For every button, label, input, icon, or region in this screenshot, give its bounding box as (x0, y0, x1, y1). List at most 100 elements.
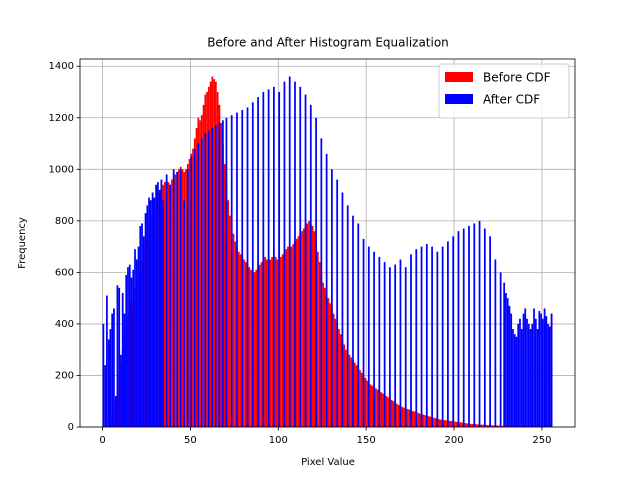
bar (396, 404, 398, 427)
bar (349, 355, 351, 427)
bar (226, 118, 228, 427)
bar (240, 254, 242, 427)
bar (352, 216, 354, 427)
bar (134, 249, 136, 427)
bar (289, 77, 291, 427)
bar (433, 418, 435, 427)
legend-label: After CDF (483, 93, 540, 107)
bar (512, 329, 514, 427)
bar (393, 401, 395, 427)
bar (108, 339, 110, 427)
bar (291, 247, 293, 427)
bar (401, 407, 403, 427)
bar (254, 272, 256, 427)
bar (262, 92, 264, 427)
bar (217, 92, 219, 427)
y-tick-label: 400 (55, 319, 74, 330)
bar (180, 169, 182, 427)
bar (187, 169, 189, 427)
bar (456, 422, 458, 427)
bar (298, 236, 300, 427)
bar (494, 259, 496, 427)
bar (117, 285, 119, 427)
bar (380, 392, 382, 427)
bar (345, 350, 347, 427)
bar (356, 365, 358, 427)
bar (197, 144, 199, 427)
bar (190, 156, 192, 427)
bar (171, 180, 173, 427)
bar (136, 259, 138, 427)
bar (530, 329, 532, 427)
bar (173, 169, 175, 427)
bar (537, 329, 539, 427)
bar (306, 223, 308, 427)
bar (124, 314, 126, 427)
x-tick-label: 200 (445, 435, 464, 446)
bar (509, 306, 511, 427)
bar (164, 182, 166, 427)
bar (292, 244, 294, 427)
bar (120, 355, 122, 427)
bar (208, 131, 210, 427)
legend-label: Before CDF (483, 71, 551, 85)
bar (148, 198, 150, 427)
bar (489, 236, 491, 427)
bar (175, 174, 177, 427)
x-tick-label: 0 (99, 435, 105, 446)
bar (233, 234, 235, 427)
bar (238, 252, 240, 427)
bar (122, 293, 124, 427)
x-axis-label: Pixel Value (301, 457, 355, 468)
bar (313, 231, 315, 427)
bar (391, 400, 393, 427)
bar (419, 414, 421, 427)
bar (421, 247, 423, 427)
bar (368, 247, 370, 427)
bar (301, 231, 303, 427)
bar (519, 319, 521, 427)
x-tick-label: 150 (357, 435, 376, 446)
bar (326, 154, 328, 427)
bar (384, 262, 386, 427)
bar (315, 118, 317, 427)
bar (271, 257, 273, 427)
bar (310, 105, 312, 427)
bar (303, 229, 305, 427)
bar (547, 324, 549, 427)
bar (347, 205, 349, 427)
x-tick-label: 100 (269, 435, 288, 446)
bar (507, 298, 509, 427)
bar (445, 420, 447, 427)
bar (386, 396, 388, 427)
bar (204, 133, 206, 427)
bar (331, 169, 333, 427)
bar (538, 311, 540, 427)
bar (400, 259, 402, 427)
bar (162, 200, 164, 427)
bar (305, 95, 307, 427)
bar (224, 164, 226, 427)
bar (206, 92, 208, 427)
bar (500, 272, 502, 427)
bar (407, 409, 409, 427)
bar (189, 159, 191, 427)
bar (528, 324, 530, 427)
bar (551, 314, 553, 427)
bar (472, 424, 474, 427)
bar (521, 329, 523, 427)
y-tick-label: 1000 (49, 164, 74, 175)
bar (145, 213, 147, 427)
bar (199, 120, 201, 427)
bar (231, 115, 233, 427)
bar (517, 324, 519, 427)
y-tick-label: 0 (68, 422, 74, 433)
bar (320, 138, 322, 427)
bar (426, 244, 428, 427)
bar (247, 107, 249, 427)
bar (324, 288, 326, 427)
bar (317, 252, 319, 427)
bar (452, 236, 454, 427)
bar (113, 308, 115, 427)
bar (201, 138, 203, 427)
